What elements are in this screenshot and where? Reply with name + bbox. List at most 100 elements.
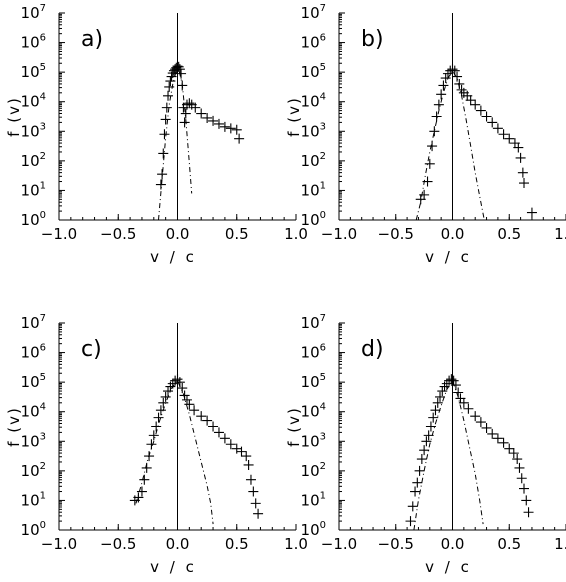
y-tick-label: 102 bbox=[21, 461, 46, 480]
data-point bbox=[173, 61, 184, 72]
y-tick-base: 10 bbox=[21, 491, 40, 509]
data-point bbox=[243, 459, 254, 470]
panel-label: b) bbox=[361, 27, 384, 52]
y-tick-label: 100 bbox=[301, 210, 326, 229]
data-point bbox=[161, 102, 172, 113]
data-point bbox=[213, 427, 224, 438]
data-point bbox=[492, 433, 503, 444]
x-tick-label: 1.0 bbox=[554, 535, 566, 553]
data-point bbox=[424, 158, 435, 169]
y-tick-exponent: 5 bbox=[40, 62, 46, 73]
y-axis-label: f (v) bbox=[5, 406, 23, 447]
data-point bbox=[523, 507, 534, 518]
data-point bbox=[463, 403, 474, 414]
data-point bbox=[181, 394, 192, 405]
data-point bbox=[504, 133, 515, 144]
data-point bbox=[475, 105, 486, 116]
y-tick-exponent: 6 bbox=[40, 343, 46, 354]
data-point bbox=[157, 169, 168, 180]
x-tick-label: −1.0 bbox=[321, 535, 357, 553]
data-point bbox=[225, 439, 236, 450]
data-point bbox=[428, 412, 439, 423]
y-tick-exponent: 0 bbox=[40, 210, 46, 221]
x-tick-label: −0.5 bbox=[378, 225, 414, 243]
y-tick-base: 10 bbox=[21, 181, 40, 199]
data-point bbox=[436, 89, 447, 100]
data-point bbox=[438, 80, 449, 91]
x-tick-label: 0.5 bbox=[225, 225, 249, 243]
x-axis-label: v / c bbox=[425, 248, 472, 266]
y-tick-base: 10 bbox=[301, 93, 320, 111]
x-tick-label: 0.5 bbox=[497, 225, 521, 243]
data-point bbox=[431, 111, 442, 122]
x-tick-label: −0.5 bbox=[378, 535, 414, 553]
y-tick-base: 10 bbox=[21, 432, 40, 450]
x-tick-label: 1.0 bbox=[554, 225, 566, 243]
x-tick-label: 0.0 bbox=[441, 225, 465, 243]
data-point bbox=[425, 421, 436, 432]
data-point bbox=[430, 405, 441, 416]
x-tick-label: −0.5 bbox=[100, 225, 136, 243]
data-point bbox=[139, 474, 150, 485]
y-tick-base: 10 bbox=[21, 63, 40, 81]
data-point bbox=[440, 73, 451, 84]
y-tick-base: 10 bbox=[301, 462, 320, 480]
x-tick-label: 1.0 bbox=[284, 535, 308, 553]
x-tick-label: −1.0 bbox=[41, 225, 77, 243]
y-tick-exponent: 1 bbox=[40, 490, 46, 501]
y-tick-label: 105 bbox=[301, 372, 326, 391]
y-tick-base: 10 bbox=[21, 34, 40, 52]
y-axis-label: f (v) bbox=[5, 96, 23, 137]
data-point bbox=[208, 421, 219, 432]
y-tick-base: 10 bbox=[21, 403, 40, 421]
x-tick-label: 1.0 bbox=[284, 225, 308, 243]
y-tick-base: 10 bbox=[21, 344, 40, 362]
x-axis-label: v / c bbox=[425, 558, 472, 576]
data-point bbox=[170, 375, 181, 386]
y-tick-label: 104 bbox=[301, 92, 326, 111]
y-tick-exponent: 0 bbox=[320, 520, 326, 531]
series-dashdot-line bbox=[413, 379, 484, 531]
data-point bbox=[498, 129, 509, 140]
y-tick-base: 10 bbox=[21, 314, 40, 332]
data-point bbox=[133, 492, 144, 503]
y-tick-exponent: 5 bbox=[320, 372, 326, 383]
y-tick-exponent: 4 bbox=[40, 402, 46, 413]
data-point bbox=[470, 411, 481, 422]
y-tick-label: 107 bbox=[301, 313, 326, 332]
data-point bbox=[487, 117, 498, 128]
y-tick-exponent: 0 bbox=[320, 210, 326, 221]
y-tick-base: 10 bbox=[21, 521, 40, 539]
data-point bbox=[177, 383, 188, 394]
y-tick-base: 10 bbox=[301, 4, 320, 22]
data-point bbox=[504, 443, 515, 454]
data-point bbox=[146, 439, 157, 450]
data-point bbox=[498, 437, 509, 448]
data-point bbox=[165, 76, 176, 87]
y-tick-exponent: 6 bbox=[320, 343, 326, 354]
data-point bbox=[517, 167, 528, 178]
y-tick-label: 104 bbox=[21, 402, 46, 421]
data-point bbox=[202, 415, 213, 426]
data-point bbox=[225, 123, 236, 134]
y-tick-base: 10 bbox=[301, 432, 320, 450]
y-tick-label: 106 bbox=[21, 33, 46, 52]
data-point bbox=[153, 412, 164, 423]
y-tick-base: 10 bbox=[301, 491, 320, 509]
y-tick-base: 10 bbox=[301, 63, 320, 81]
y-tick-exponent: 1 bbox=[320, 490, 326, 501]
data-point bbox=[481, 422, 492, 433]
data-point bbox=[160, 391, 171, 402]
y-tick-exponent: 3 bbox=[320, 121, 326, 132]
data-point bbox=[231, 124, 242, 135]
data-point bbox=[515, 152, 526, 163]
data-point bbox=[213, 118, 224, 129]
data-point bbox=[465, 95, 476, 106]
x-axis-label: v / c bbox=[150, 248, 197, 266]
x-tick-label: 0.5 bbox=[225, 535, 249, 553]
series-dashdot-line bbox=[135, 379, 214, 525]
y-tick-exponent: 6 bbox=[40, 33, 46, 44]
y-tick-label: 105 bbox=[301, 62, 326, 81]
y-tick-label: 104 bbox=[301, 402, 326, 421]
data-point bbox=[208, 115, 219, 126]
